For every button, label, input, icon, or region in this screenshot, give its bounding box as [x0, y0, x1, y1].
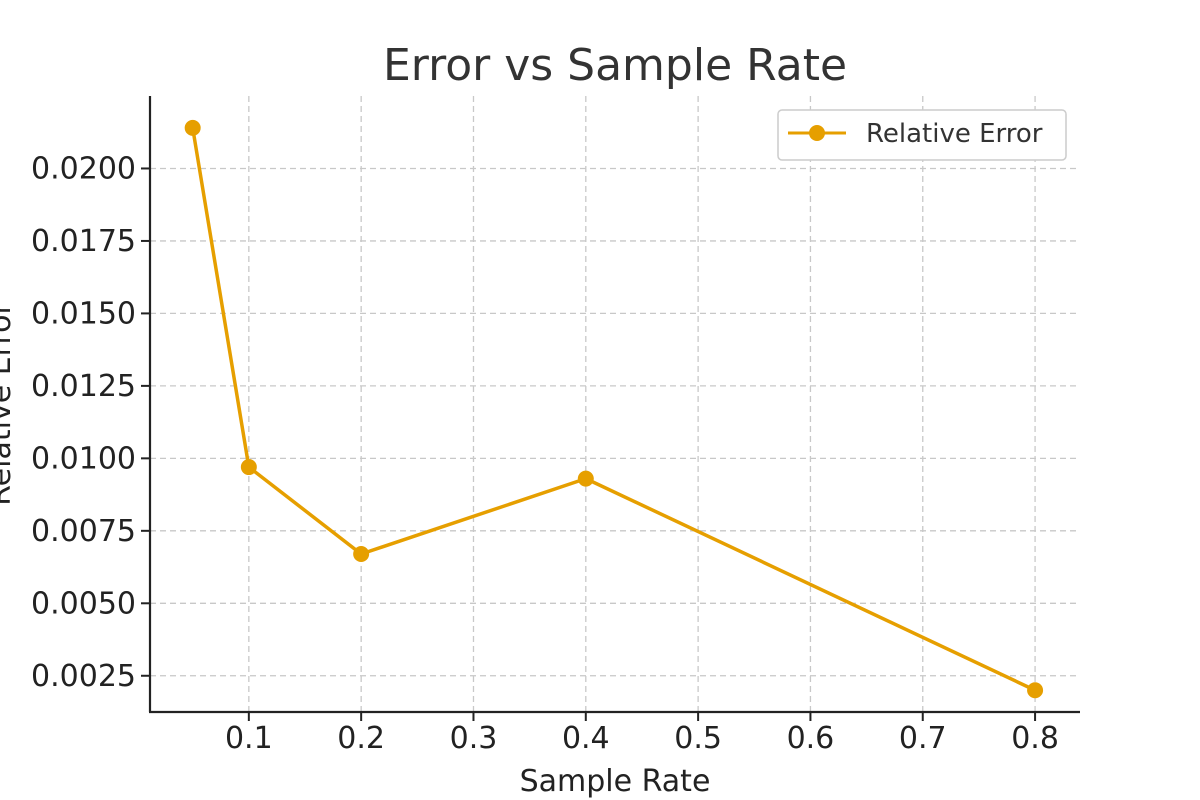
series-relative-error [184, 119, 1044, 699]
x-tick-label: 0.3 [450, 721, 498, 756]
legend-marker-swatch [809, 125, 825, 141]
x-tick-label: 0.6 [787, 721, 835, 756]
y-tick-label: 0.0125 [31, 369, 136, 404]
y-tick-label: 0.0075 [31, 514, 136, 549]
y-tick-label: 0.0200 [31, 151, 136, 186]
data-point [1027, 682, 1044, 699]
y-tick-label: 0.0175 [31, 224, 136, 259]
x-tick-label: 0.4 [562, 721, 610, 756]
y-tick-label: 0.0025 [31, 659, 136, 694]
y-tick-label: 0.0150 [31, 296, 136, 331]
series-line [190, 127, 1036, 692]
y-axis-ticks: 0.0025 0.0050 0.0075 0.0100 0.0125 0.0150 0.01… [31, 151, 150, 694]
x-axis-ticks: 0.1 0.2 0.3 0.4 0.5 0.6 0.7 0.8 [225, 712, 1059, 756]
x-axis-label: Sample Rate [520, 764, 711, 799]
y-tick-label: 0.0050 [31, 586, 136, 621]
x-tick-label: 0.7 [899, 721, 947, 756]
x-tick-label: 0.8 [1011, 721, 1059, 756]
grid [150, 96, 1080, 712]
data-point [353, 546, 370, 563]
legend: Relative Error [777, 109, 1067, 161]
data-point [240, 459, 257, 476]
y-tick-label: 0.0100 [31, 441, 136, 476]
x-tick-label: 0.1 [225, 721, 273, 756]
chart-title: Error vs Sample Rate [383, 40, 847, 91]
x-tick-label: 0.5 [674, 721, 722, 756]
legend-box [777, 109, 1067, 161]
legend-label: Relative Error [866, 119, 1043, 149]
data-point [184, 119, 201, 136]
x-tick-label: 0.2 [337, 721, 385, 756]
y-axis-label: Relative Error [0, 302, 18, 506]
data-point [577, 470, 594, 487]
